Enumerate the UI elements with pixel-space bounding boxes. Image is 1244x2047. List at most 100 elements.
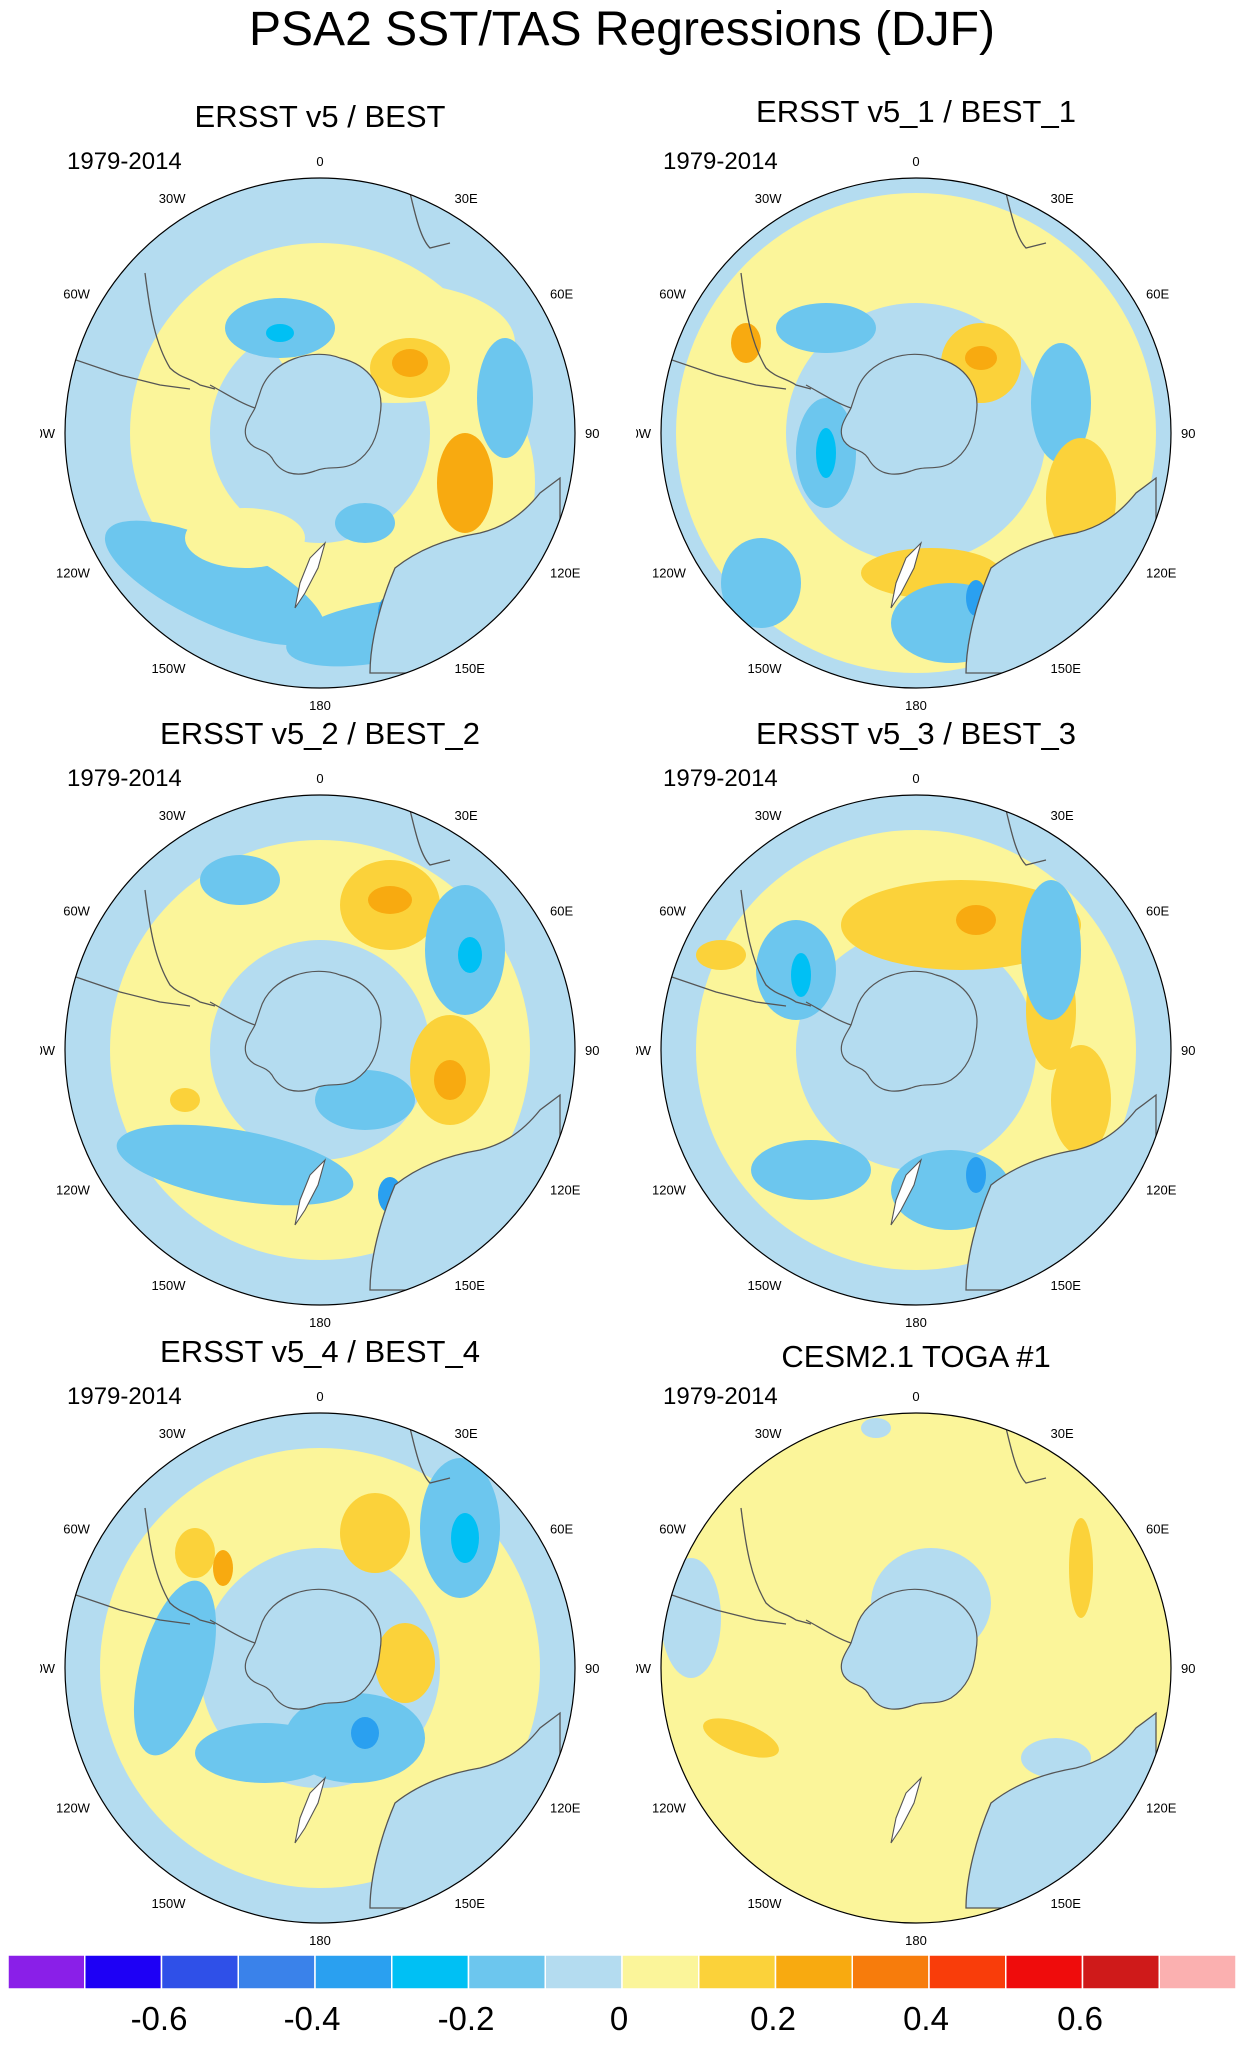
polar-map: 0 30E 60E 90E 120E 150E 180 150W 120W 90W 60W 30W: [40, 771, 600, 1330]
longitude-label: 30E: [455, 808, 478, 823]
colorbar-tick-label: 0.4: [903, 2000, 949, 2037]
longitude-label: 150W: [152, 1896, 187, 1911]
longitude-label: 60W: [63, 1522, 90, 1537]
africa-coast: [1005, 192, 1047, 249]
field-region: [956, 905, 996, 935]
longitude-label: 120W: [56, 566, 91, 581]
field-region: [368, 886, 412, 914]
longitude-label: 30E: [1051, 191, 1074, 206]
map-boundary: [660, 794, 1172, 1306]
panel-title: ERSST v5_4 / BEST_4: [160, 1334, 480, 1369]
longitude-label: 180: [905, 698, 927, 713]
longitude-label: 180: [905, 1933, 927, 1948]
colorbar-tick-label: -0.2: [437, 2000, 495, 2037]
longitude-label: 150E: [1051, 1278, 1082, 1293]
field-region: [170, 1088, 200, 1112]
longitude-label: 120E: [1146, 1801, 1177, 1816]
antarctica-landmass: [244, 353, 382, 475]
africa-coast: [409, 192, 451, 249]
antarctica-landmass: [244, 1588, 382, 1710]
longitude-label: 90W: [636, 1043, 652, 1058]
period-label: 1979-2014: [67, 1383, 182, 1410]
anomaly-field: [661, 1413, 1171, 1923]
panel-title: ERSST v5_3 / BEST_3: [756, 716, 1076, 751]
longitude-label: 60E: [1146, 1522, 1169, 1537]
south-america-coast: [69, 1592, 191, 1625]
period-label: 1979-2014: [663, 1383, 778, 1410]
polar-map: 0 30E 60E 90E 120E 150E 180 150W 120W 90W 60W 30W: [636, 1389, 1196, 1948]
africa-coast: [409, 809, 451, 866]
longitude-label: 90W: [40, 426, 56, 441]
longitude-label: 60W: [659, 287, 686, 302]
longitude-label: 90E: [585, 1043, 600, 1058]
antarctic-peninsula: [209, 384, 256, 409]
longitude-label: 60W: [659, 1522, 686, 1537]
field-region: [133, 1580, 217, 1756]
field-region: [703, 1718, 779, 1758]
field-region: [696, 940, 746, 970]
colorbar-swatch: [698, 1954, 777, 1990]
longitude-label: 30W: [159, 191, 186, 206]
longitude-label: 30W: [755, 1426, 782, 1441]
longitude-label: 30W: [755, 191, 782, 206]
longitude-label: 60W: [659, 904, 686, 919]
south-america-coast: [69, 357, 191, 390]
longitude-label: 120E: [550, 566, 581, 581]
colorbar-tick-label: -0.6: [130, 2000, 188, 2037]
field-region: [1021, 880, 1081, 1020]
south-america-coast: [69, 974, 191, 1007]
new-zealand-landmass: [294, 1158, 327, 1226]
new-zealand-landmass: [294, 1776, 327, 1844]
panel-title: ERSST v5_2 / BEST_2: [160, 716, 480, 751]
period-label: 1979-2014: [663, 765, 778, 792]
longitude-label: 120W: [56, 1801, 91, 1816]
field-region: [1069, 1518, 1093, 1618]
anomaly-field: [65, 1413, 575, 1923]
south-america-coast: [740, 889, 812, 1007]
colorbar-swatch: [1158, 1954, 1237, 1990]
field-region: [721, 538, 801, 628]
map-panel-4: ERSST v5_3 / BEST_3 1979-2014 0 30E 60E 90E…: [636, 715, 1196, 1330]
south-america-coast: [740, 1507, 812, 1625]
colorbar-swatch: [544, 1954, 623, 1990]
south-america-coast: [665, 1592, 787, 1625]
field-region: [458, 937, 482, 973]
africa-coast: [1005, 1427, 1047, 1484]
longitude-label: 0: [316, 1389, 323, 1404]
panel-title: ERSST v5_1 / BEST_1: [756, 94, 1076, 129]
colorbar-swatch: [314, 1954, 393, 1990]
period-label: 1979-2014: [67, 148, 182, 175]
longitude-label: 180: [309, 1315, 331, 1330]
longitude-label: 90W: [636, 426, 652, 441]
longitude-label: 150E: [455, 1896, 486, 1911]
longitude-label: 0: [912, 771, 919, 786]
longitude-label: 30W: [755, 808, 782, 823]
colorbar-tick-label: 0.2: [750, 2000, 796, 2037]
longitude-label: 90E: [1181, 1043, 1196, 1058]
longitude-label: 150W: [748, 661, 783, 676]
longitude-label: 0: [912, 1389, 919, 1404]
longitude-label: 120E: [550, 1183, 581, 1198]
field-region: [966, 1157, 986, 1193]
field-region: [375, 1623, 435, 1703]
longitude-label: 60W: [63, 287, 90, 302]
field-region: [661, 1558, 721, 1678]
map-boundary: [64, 177, 576, 689]
map-panel-2: ERSST v5_1 / BEST_1 1979-2014 0 30E 60E 90E…: [636, 93, 1196, 713]
colorbar-swatch: [84, 1954, 163, 1990]
longitude-label: 120W: [652, 566, 687, 581]
colorbar-tick-label: 0.6: [1057, 2000, 1103, 2037]
antarctica-landmass: [840, 1588, 978, 1710]
colorbar-swatch: [7, 1954, 86, 1990]
field-region: [477, 338, 533, 458]
longitude-label: 60W: [63, 904, 90, 919]
longitude-label: 30E: [455, 1426, 478, 1441]
colorbar-swatch: [928, 1954, 1007, 1990]
anomaly-field: [65, 178, 575, 688]
field-region: [213, 1550, 233, 1586]
field-region: [751, 1140, 871, 1200]
field-region: [437, 433, 493, 533]
longitude-label: 180: [309, 1933, 331, 1948]
panel-title: CESM2.1 TOGA #1: [781, 1339, 1051, 1374]
longitude-label: 30E: [1051, 1426, 1074, 1441]
